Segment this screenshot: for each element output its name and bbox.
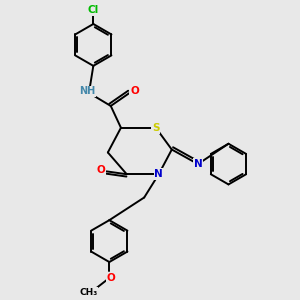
Text: CH₃: CH₃ [79, 288, 98, 297]
Text: N: N [154, 169, 163, 179]
Text: O: O [97, 165, 106, 175]
Text: S: S [152, 123, 160, 133]
Text: N: N [194, 159, 202, 169]
Text: O: O [130, 86, 139, 96]
Text: NH: NH [80, 86, 96, 96]
Text: Cl: Cl [88, 5, 99, 15]
Text: O: O [106, 273, 115, 283]
